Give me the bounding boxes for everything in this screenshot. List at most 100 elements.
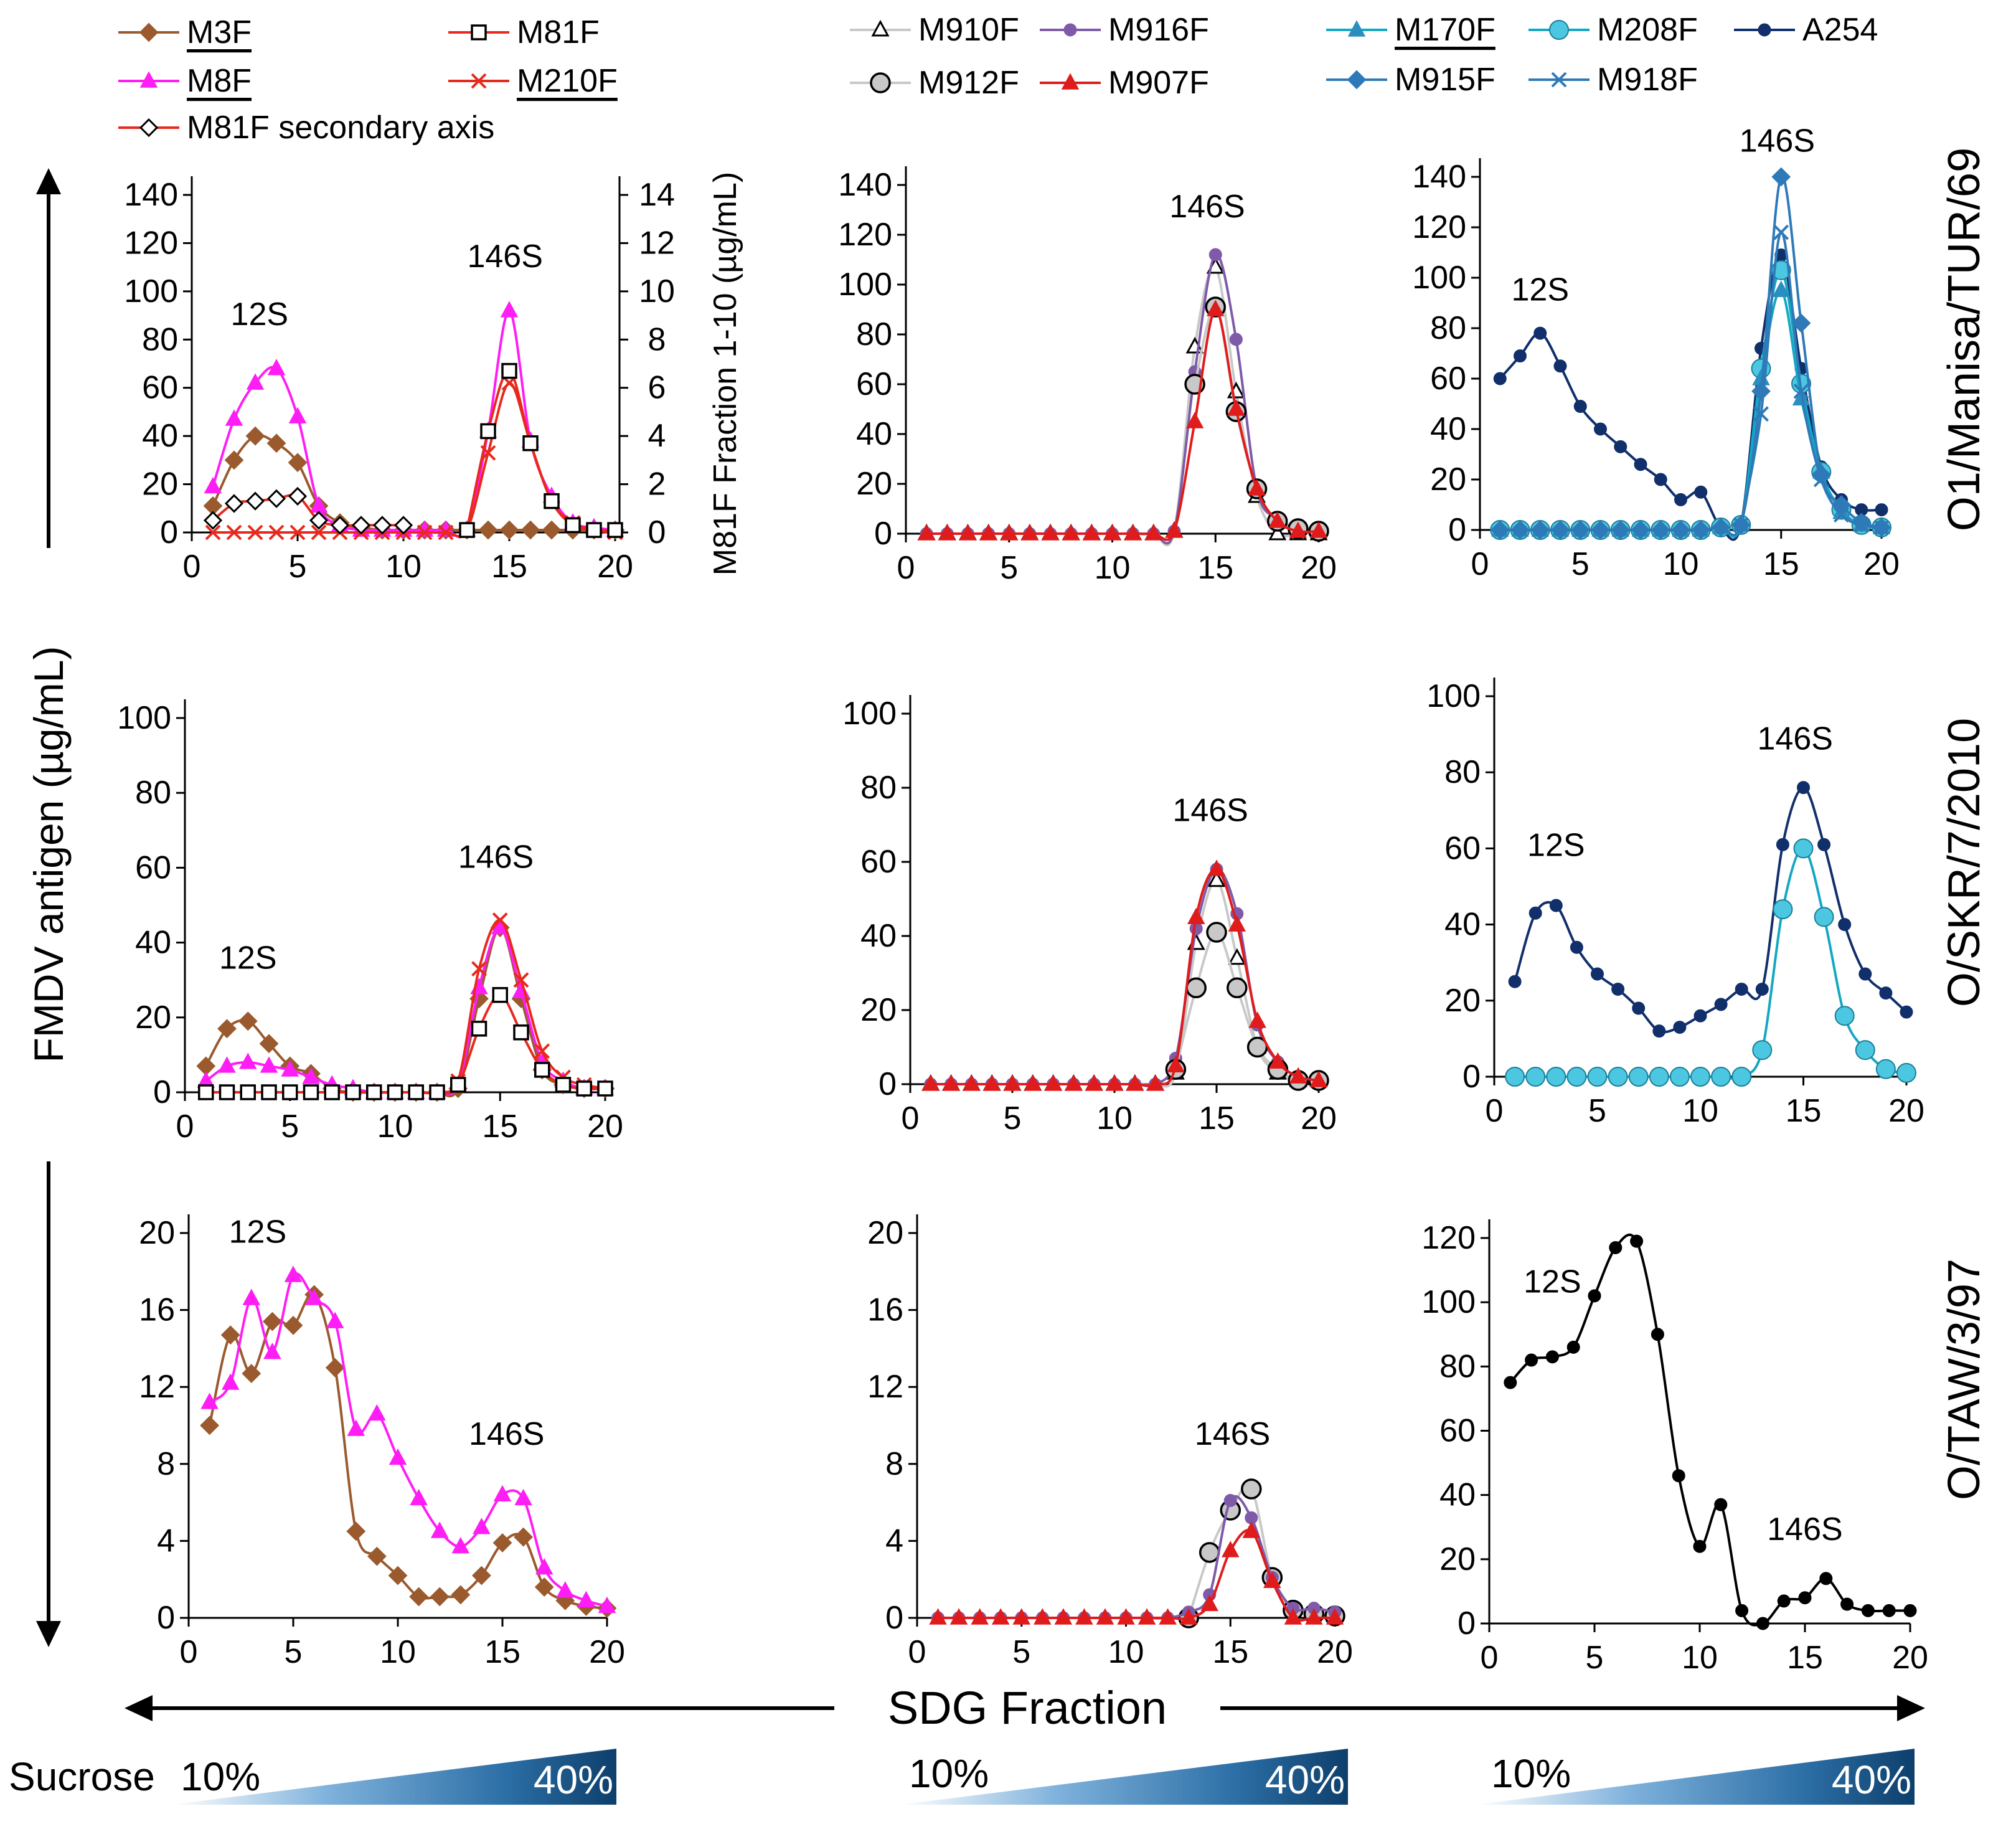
legend-label: M912F (918, 65, 1019, 101)
data-point (1776, 838, 1789, 851)
sucrose-low: 10% (909, 1751, 989, 1796)
data-point (1900, 1005, 1913, 1019)
data-point (1879, 986, 1893, 1000)
data-point (513, 1024, 529, 1041)
x-tick-label: 20 (597, 549, 633, 585)
x-tick-label: 0 (180, 1634, 198, 1670)
data-point (1165, 521, 1184, 538)
data-point (480, 423, 496, 440)
y-tick-label: 120 (1421, 1220, 1476, 1256)
data-point (203, 511, 223, 530)
y-arrow-up-icon (36, 168, 61, 194)
data-point (1034, 1608, 1052, 1625)
data-point (597, 1080, 613, 1097)
y-tick-label: 60 (860, 844, 897, 880)
data-point (1654, 473, 1667, 486)
data-point (1505, 1067, 1525, 1087)
x-tick-label: 20 (1863, 546, 1900, 582)
data-point (1200, 1594, 1218, 1612)
legend-label: M81F (517, 14, 600, 50)
series-M907F (917, 300, 1328, 541)
chart-panel-r2c1: 0 20 40 60 80 100 0 5 10 15 20 12S 146S (117, 699, 623, 1145)
data-point (1138, 1608, 1156, 1625)
data-point (556, 1581, 575, 1598)
x-axis-title: SDG Fraction (888, 1682, 1167, 1734)
data-point (1167, 1056, 1185, 1072)
data-point (1228, 915, 1246, 932)
data-point (309, 511, 329, 530)
data-point (330, 516, 350, 535)
peak-annotation: 146S (469, 1416, 544, 1452)
data-point (1528, 906, 1542, 920)
x-tick-label: 20 (589, 1634, 625, 1670)
data-point (1591, 967, 1604, 981)
sucrose-gradient-2: 10% 40% (900, 1749, 1348, 1805)
data-point (1777, 1594, 1791, 1608)
x-tick-label: 10 (1663, 546, 1699, 582)
data-point (1819, 1572, 1833, 1585)
x-tick-label: 10 (380, 1634, 416, 1670)
data-point (473, 1518, 491, 1534)
data-point (238, 1052, 257, 1069)
data-point (417, 524, 433, 541)
y-tick-label: 8 (885, 1446, 903, 1482)
legend-marker (870, 72, 891, 93)
data-point (311, 524, 327, 541)
data-point (1853, 517, 1870, 533)
secondary-y-axis-title: M81F Fraction 1-10 (µg/mL) (707, 172, 743, 575)
legend-label: M208F (1597, 12, 1698, 48)
data-point (430, 1587, 450, 1607)
sucrose-high: 40% (1265, 1757, 1345, 1802)
legend-item-M81Fsec: M81F secondary axis (118, 110, 494, 146)
data-point (1241, 1478, 1262, 1500)
x-arrow-left-icon (125, 1695, 153, 1721)
data-point (408, 1084, 424, 1100)
x-tick-label: 0 (1471, 546, 1489, 582)
data-point (979, 524, 997, 541)
data-point (1117, 1608, 1135, 1625)
x-tick-label: 5 (1571, 546, 1590, 582)
data-point (1756, 1617, 1769, 1630)
data-point (1735, 982, 1748, 996)
legend-item-M3F: M3F (118, 14, 252, 50)
data-point (326, 1311, 344, 1328)
sucrose-low: 10% (181, 1754, 260, 1799)
legend-item-M170F: M170F (1326, 12, 1496, 48)
legend-item-A254: A254 (1734, 12, 1878, 48)
data-point (240, 1084, 256, 1100)
data-point (1545, 1350, 1559, 1364)
data-point (577, 1590, 595, 1607)
data-point (1223, 1494, 1237, 1508)
data-point (1752, 1040, 1773, 1061)
legend-item-M208F: M208F (1528, 12, 1698, 48)
x-tick-label: 10 (385, 549, 422, 585)
peak-annotation: 12S (1527, 828, 1585, 864)
peak-annotation: 146S (1195, 1416, 1270, 1452)
row-label-skr: O/SKR/7/2010 (1939, 718, 1989, 1007)
x-tick-label: 20 (1301, 550, 1337, 586)
series-line (213, 382, 616, 538)
x-tick-label: 15 (491, 549, 527, 585)
data-point (555, 1077, 572, 1093)
data-point (991, 1608, 1010, 1625)
data-point (218, 1056, 236, 1073)
data-point (513, 972, 529, 988)
data-point (367, 1546, 387, 1566)
y-tick-label: 40 (856, 416, 892, 452)
data-point (430, 1521, 449, 1538)
y-tick-label: 120 (124, 225, 178, 261)
series-M916F (924, 862, 1326, 1091)
data-point (1630, 1234, 1644, 1248)
data-point (1024, 1074, 1042, 1091)
data-point (1041, 524, 1060, 541)
data-point (499, 520, 519, 540)
data-point (1305, 1608, 1323, 1625)
legend-label: M907F (1108, 65, 1209, 101)
data-point (1614, 440, 1627, 453)
data-point (1085, 1074, 1103, 1091)
data-point (1588, 1289, 1601, 1303)
data-point (1693, 1009, 1707, 1023)
legend-item-M907F: M907F (1040, 65, 1209, 101)
x-tick-label: 0 (1486, 1093, 1504, 1129)
legend-marker (1549, 20, 1569, 40)
